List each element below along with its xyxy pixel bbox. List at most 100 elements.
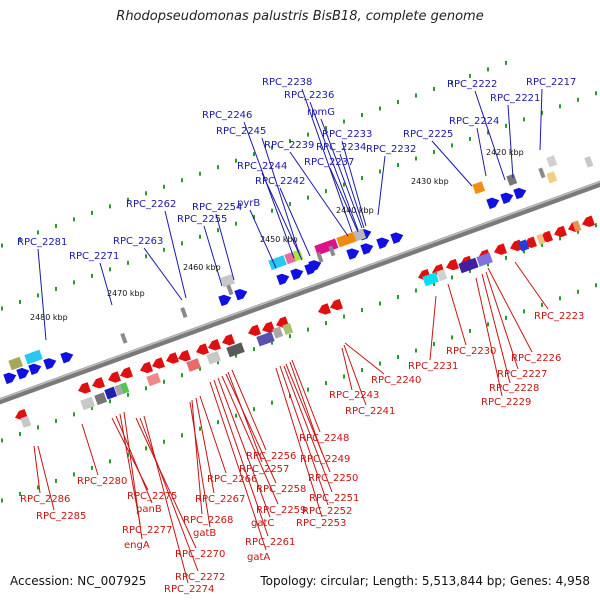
gene-label-top[interactable]: RPC_2236 xyxy=(284,90,334,101)
leader-line-bottom xyxy=(221,375,279,505)
gene-label-top[interactable]: RPC_2217 xyxy=(526,77,576,88)
leader-line-top xyxy=(329,167,359,233)
gene-label-bottom[interactable]: RPC_2229 xyxy=(481,397,531,408)
gene-label-bottom[interactable]: RPC_2259 xyxy=(256,505,306,516)
tick-dot xyxy=(451,335,453,340)
gene-label-top[interactable]: RPC_2234 xyxy=(316,142,366,153)
gene-label-top[interactable]: RPC_2222 xyxy=(447,79,497,90)
gene-label-bottom[interactable]: RPC_2277 xyxy=(122,525,172,536)
gene-label-bottom[interactable]: RPC_2261 xyxy=(245,537,295,548)
gene-label-bottom[interactable]: gatB xyxy=(193,528,216,539)
tick-dot xyxy=(127,260,129,265)
tick-dot xyxy=(433,281,435,286)
tick-dot xyxy=(1,438,3,443)
gene-label-bottom[interactable]: RPC_2285 xyxy=(36,511,86,522)
leader-line-top xyxy=(249,209,277,269)
tick-dot xyxy=(199,426,201,431)
gene-label-top[interactable]: RPC_2254 xyxy=(192,202,242,213)
forward-feature xyxy=(506,173,518,186)
tick-dot xyxy=(217,228,219,233)
reverse-feature xyxy=(206,351,221,365)
reverse-feature-shape xyxy=(20,415,32,428)
tick-dot xyxy=(415,348,417,353)
gene-label-top[interactable]: RPC_2271 xyxy=(69,251,119,262)
tick-dot xyxy=(325,189,327,194)
tick-dot xyxy=(127,452,129,457)
gene-label-bottom[interactable]: RPC_2248 xyxy=(299,433,349,444)
reverse-gene xyxy=(494,243,507,255)
reverse-gene xyxy=(78,382,91,394)
gene-label-top[interactable]: RPC_2239 xyxy=(264,140,314,151)
gene-label-bottom[interactable]: RPC_2241 xyxy=(345,406,395,417)
gene-label-bottom[interactable]: RPC_2266 xyxy=(207,474,257,485)
gene-label-bottom[interactable]: RPC_2243 xyxy=(329,390,379,401)
gene-label-bottom[interactable]: RPC_2231 xyxy=(408,361,458,372)
gene-label-top[interactable]: rpmG xyxy=(307,107,335,118)
gene-label-bottom[interactable]: gatC xyxy=(251,518,274,529)
gene-label-bottom[interactable]: RPC_2274 xyxy=(164,584,214,595)
tick-dot xyxy=(109,204,111,209)
gene-label-bottom[interactable]: RPC_2270 xyxy=(175,549,225,560)
forward-feature-shape xyxy=(506,173,518,186)
gene-label-top[interactable]: RPC_2233 xyxy=(322,129,372,140)
tick-dot xyxy=(199,366,201,371)
reverse-feature xyxy=(422,272,439,287)
forward-feature-shape xyxy=(314,238,339,256)
leader-line-bottom xyxy=(283,365,333,493)
gene-label-bottom[interactable]: RPC_2256 xyxy=(246,451,296,462)
gene-label-top[interactable]: RPC_2242 xyxy=(255,176,305,187)
gene-label-bottom[interactable]: RPC_2230 xyxy=(446,346,496,357)
gene-label-top[interactable]: pyrB xyxy=(237,198,260,209)
gene-label-top[interactable]: RPC_2238 xyxy=(262,77,312,88)
gene-label-top[interactable]: RPC_2224 xyxy=(449,116,499,127)
small-feature-shape xyxy=(316,251,324,263)
leader-line-top xyxy=(320,118,363,229)
gene-label-top[interactable]: RPC_2262 xyxy=(126,199,176,210)
gene-label-bottom[interactable]: panB xyxy=(136,504,162,515)
tick-dot xyxy=(73,280,75,285)
gene-label-top[interactable]: RPC_2246 xyxy=(202,110,252,121)
gene-label-top[interactable]: RPC_2221 xyxy=(490,93,540,104)
gene-label-bottom[interactable]: RPC_2250 xyxy=(308,473,358,484)
gene-label-bottom[interactable]: RPC_2228 xyxy=(489,383,539,394)
forward-gene xyxy=(376,237,390,249)
gene-label-top[interactable]: RPC_2232 xyxy=(366,144,416,155)
gene-label-bottom[interactable]: RPC_2223 xyxy=(534,311,584,322)
gene-label-bottom[interactable]: RPC_2272 xyxy=(175,572,225,583)
gene-label-bottom[interactable]: RPC_2227 xyxy=(497,369,547,380)
tick-dot xyxy=(559,296,561,301)
forward-gene xyxy=(43,358,57,370)
reverse-feature xyxy=(518,239,530,252)
forward-feature xyxy=(584,156,594,168)
gene-label-bottom[interactable]: RPC_2253 xyxy=(296,518,346,529)
gene-label-bottom[interactable]: RPC_2257 xyxy=(239,464,289,475)
gene-label-bottom[interactable]: RPC_2258 xyxy=(256,484,306,495)
tick-dot xyxy=(595,283,597,288)
reverse-feature-shape xyxy=(80,396,95,411)
tick-dot xyxy=(19,431,21,436)
gene-label-bottom[interactable]: RPC_2252 xyxy=(302,506,352,517)
gene-label-bottom[interactable]: RPC_2275 xyxy=(127,491,177,502)
gene-label-top[interactable]: RPC_2244 xyxy=(237,161,287,172)
gene-label-top[interactable]: RPC_2281 xyxy=(17,237,67,248)
gene-label-top[interactable]: RPC_2237 xyxy=(304,157,354,168)
gene-label-bottom[interactable]: RPC_2286 xyxy=(20,494,70,505)
gene-label-top[interactable]: RPC_2263 xyxy=(113,236,163,247)
gene-label-bottom[interactable]: RPC_2268 xyxy=(183,515,233,526)
gene-label-bottom[interactable]: RPC_2280 xyxy=(77,476,127,487)
reverse-feature xyxy=(104,386,118,400)
forward-feature xyxy=(220,273,235,288)
gene-label-bottom[interactable]: engA xyxy=(124,540,150,551)
gene-label-top[interactable]: RPC_2255 xyxy=(177,214,227,225)
gene-label-bottom[interactable]: gatA xyxy=(247,552,270,563)
gene-label-bottom[interactable]: RPC_2240 xyxy=(371,375,421,386)
gene-label-top[interactable]: RPC_2225 xyxy=(403,129,453,140)
tick-dot xyxy=(19,491,21,496)
reverse-feature-shape xyxy=(458,257,479,274)
gene-label-bottom[interactable]: RPC_2251 xyxy=(309,493,359,504)
reverse-gene xyxy=(166,352,179,364)
gene-label-bottom[interactable]: RPC_2249 xyxy=(300,454,350,465)
gene-label-bottom[interactable]: RPC_2226 xyxy=(511,353,561,364)
gene-label-bottom[interactable]: RPC_2267 xyxy=(195,494,245,505)
gene-label-top[interactable]: RPC_2245 xyxy=(216,126,266,137)
